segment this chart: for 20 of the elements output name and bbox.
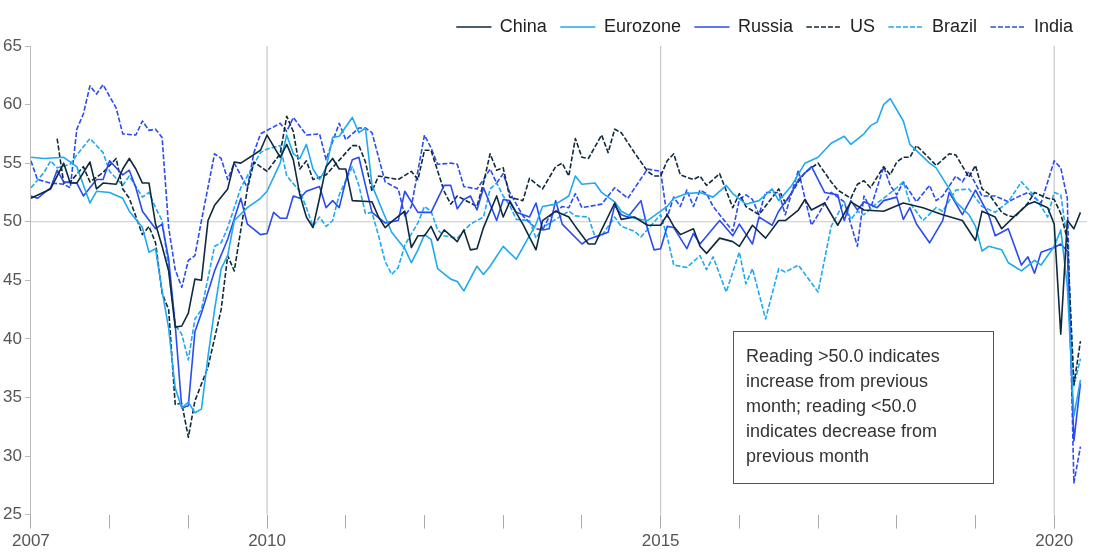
x-tick-label: 2010 <box>248 531 286 551</box>
y-tick-label: 55 <box>2 152 22 172</box>
y-tick-label: 65 <box>2 35 22 55</box>
y-tick-label: 50 <box>2 211 22 231</box>
legend-label: Eurozone <box>603 15 681 36</box>
legend-label: China <box>499 15 548 36</box>
legend-label: India <box>1033 15 1074 36</box>
y-tick-label: 40 <box>2 328 22 348</box>
y-tick-label: 35 <box>2 387 22 407</box>
y-tick-label: 60 <box>2 94 22 114</box>
y-tick-label: 45 <box>2 269 22 289</box>
x-tick-label: 2020 <box>1035 531 1074 551</box>
legend-label: Russia <box>737 15 794 36</box>
legend-label: US <box>849 15 875 36</box>
x-tick-label: 2007 <box>12 531 50 551</box>
y-tick-label: 25 <box>2 504 22 524</box>
note-box: Reading >50.0 indicates increase from previous month; reading <50.0 indicates decrease from previous month <box>733 331 994 484</box>
x-tick-label: 2015 <box>641 531 680 551</box>
y-tick-label: 30 <box>2 445 22 465</box>
legend-label: Brazil <box>931 15 977 36</box>
